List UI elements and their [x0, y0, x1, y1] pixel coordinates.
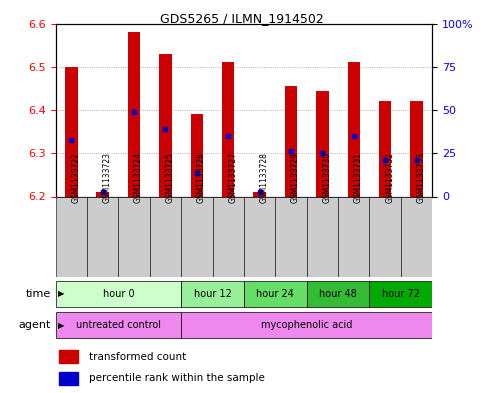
- Bar: [213, 196, 244, 277]
- Bar: [253, 192, 266, 196]
- Bar: [181, 312, 432, 338]
- Bar: [244, 281, 307, 307]
- Text: percentile rank within the sample: percentile rank within the sample: [89, 373, 265, 383]
- Text: agent: agent: [18, 320, 51, 330]
- Bar: [181, 196, 213, 277]
- Bar: [56, 196, 87, 277]
- Bar: [316, 90, 329, 196]
- Bar: [159, 54, 172, 196]
- Bar: [128, 32, 141, 196]
- Text: mycophenolic acid: mycophenolic acid: [261, 320, 353, 330]
- Bar: [307, 196, 338, 277]
- Text: GSM1133723: GSM1133723: [103, 152, 112, 203]
- Text: transformed count: transformed count: [89, 351, 187, 362]
- Bar: [59, 372, 78, 384]
- Text: GSM1133733: GSM1133733: [416, 152, 426, 203]
- Bar: [275, 196, 307, 277]
- Bar: [190, 114, 203, 196]
- Text: GDS5265 / ILMN_1914502: GDS5265 / ILMN_1914502: [159, 12, 324, 25]
- Text: hour 24: hour 24: [256, 289, 294, 299]
- Bar: [59, 350, 78, 363]
- Text: GSM1133725: GSM1133725: [165, 152, 174, 203]
- Text: hour 0: hour 0: [102, 289, 134, 299]
- Bar: [56, 312, 181, 338]
- Text: GSM1133728: GSM1133728: [260, 152, 269, 203]
- Text: ▶: ▶: [58, 289, 64, 298]
- Bar: [411, 101, 423, 196]
- Text: hour 12: hour 12: [194, 289, 231, 299]
- Text: GSM1133729: GSM1133729: [291, 152, 300, 203]
- Text: GSM1133726: GSM1133726: [197, 152, 206, 203]
- Text: GSM1133727: GSM1133727: [228, 152, 237, 203]
- Bar: [338, 196, 369, 277]
- Bar: [244, 196, 275, 277]
- Text: untreated control: untreated control: [76, 320, 161, 330]
- Bar: [222, 62, 235, 196]
- Bar: [307, 281, 369, 307]
- Bar: [181, 281, 244, 307]
- Text: GSM1133722: GSM1133722: [71, 152, 80, 203]
- Bar: [285, 86, 298, 196]
- Text: ▶: ▶: [58, 321, 64, 330]
- Bar: [87, 196, 118, 277]
- Bar: [150, 196, 181, 277]
- Text: GSM1133724: GSM1133724: [134, 152, 143, 203]
- Text: hour 72: hour 72: [382, 289, 420, 299]
- Bar: [56, 281, 181, 307]
- Text: GSM1133730: GSM1133730: [323, 152, 331, 203]
- Bar: [97, 192, 109, 196]
- Text: time: time: [26, 289, 51, 299]
- Bar: [379, 101, 391, 196]
- Text: hour 48: hour 48: [319, 289, 357, 299]
- Bar: [348, 62, 360, 196]
- Bar: [369, 281, 432, 307]
- Bar: [369, 196, 401, 277]
- Text: GSM1133731: GSM1133731: [354, 152, 363, 203]
- Bar: [118, 196, 150, 277]
- Bar: [401, 196, 432, 277]
- Text: GSM1133732: GSM1133732: [385, 152, 394, 203]
- Bar: [65, 67, 78, 196]
